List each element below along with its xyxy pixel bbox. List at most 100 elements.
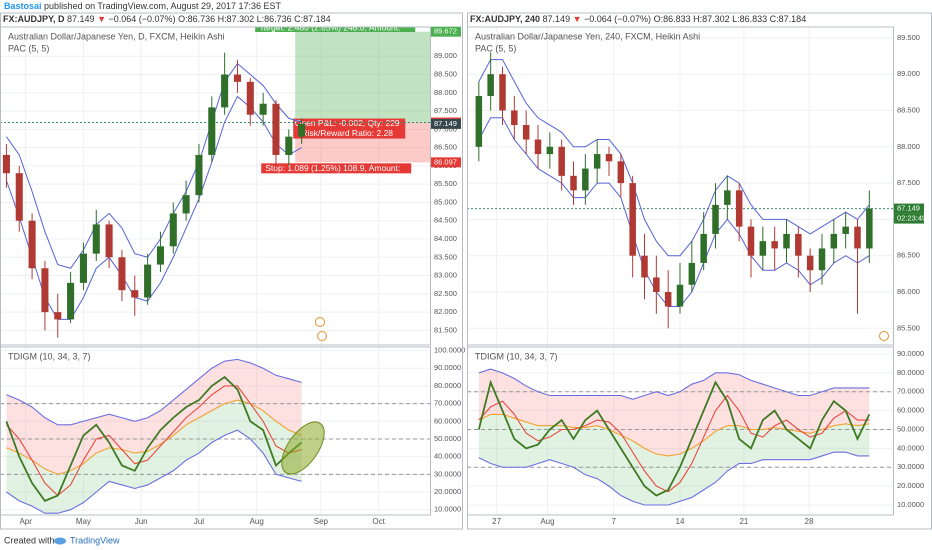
y-tick-label: 88.000 — [897, 142, 920, 151]
y-tick-label: 88.000 — [434, 88, 457, 97]
y-tick-label: 10.0000 — [897, 500, 924, 509]
author[interactable]: Bastosai — [4, 1, 42, 11]
ohlc: O:86.833 H:87.302 L:86.833 C:87.184 — [654, 14, 807, 24]
indicator-line — [6, 399, 302, 475]
pac-label: PAC (5, 5) — [475, 43, 516, 53]
last-value: 87.149 — [543, 14, 571, 24]
candle-body — [700, 233, 707, 263]
symbol-line: FX:AUDJPY, D 87.149 ▼ −0.064 (−0.07%) O:… — [3, 14, 331, 24]
header: Bastosai published on TradingView.com, A… — [4, 1, 282, 11]
pac-line — [478, 59, 870, 257]
candle-body — [259, 103, 267, 115]
y-tick-label: 90.0000 — [897, 349, 924, 358]
ohlc: O:86.736 H:87.302 L:86.736 C:87.184 — [178, 14, 331, 24]
logo — [54, 537, 66, 545]
y-tick-label: 81.500 — [434, 325, 457, 334]
y-tick-label: 84.500 — [434, 216, 457, 225]
candle-body — [688, 262, 696, 285]
candle-body — [475, 95, 483, 147]
down-arrow: ▼ — [570, 14, 584, 24]
event-icon — [317, 331, 327, 341]
x-tick-label: 21 — [739, 517, 748, 526]
indicator-line — [6, 429, 302, 514]
candle-body — [735, 190, 743, 227]
lower-fill — [6, 400, 302, 514]
indicator-label: TDIGM (10, 34, 3, 7) — [8, 351, 91, 361]
price-tag-label: 89.672 — [434, 27, 457, 36]
y-tick-label: 82.000 — [434, 307, 457, 316]
indicator-line — [477, 379, 871, 497]
y-tick-label: 10.0000 — [434, 505, 461, 514]
x-tick-label: Aug — [250, 517, 264, 526]
x-tick-label: 7 — [612, 517, 617, 526]
pac-line — [6, 62, 302, 269]
candle-body — [28, 220, 36, 269]
candle-body — [771, 241, 778, 249]
candle-body — [105, 224, 113, 258]
upper-fill — [6, 359, 302, 475]
indicator-line — [478, 413, 870, 457]
candle-body — [676, 284, 684, 307]
candle-body — [641, 255, 648, 278]
change: −0.064 (−0.07%) — [584, 14, 651, 24]
symbol-line: FX:AUDJPY, 240 87.149 ▼ −0.064 (−0.07%) … — [470, 14, 806, 24]
candle-body — [156, 246, 164, 265]
candle-body — [67, 282, 75, 320]
pnl-label: Open P&L: -0.002, Qty: 229 — [295, 118, 400, 128]
chart-frame — [0, 12, 463, 530]
candle-body — [830, 233, 838, 249]
rr-label: Risk/Reward Ratio: 2.28 — [301, 128, 393, 138]
indicator-line — [5, 375, 303, 502]
candle-body — [92, 224, 100, 254]
candle-body — [617, 161, 625, 184]
candle-body — [795, 233, 802, 256]
y-tick-label: 87.500 — [897, 178, 920, 187]
y-tick-label: 87.500 — [434, 106, 457, 115]
y-tick-label: 30.0000 — [897, 462, 924, 471]
target-zone — [295, 31, 430, 123]
target-label-bg — [255, 27, 416, 32]
change: −0.064 (−0.07%) — [108, 14, 175, 24]
x-tick-label: May — [76, 517, 91, 526]
pnl-label-bg — [293, 118, 406, 139]
symbol: FX:AUDJPY, 240 — [470, 14, 540, 24]
event-icon — [315, 317, 325, 327]
x-tick-label: Oct — [372, 517, 385, 526]
candle-body — [783, 233, 790, 249]
price-tag-label: 87.149 — [434, 119, 457, 128]
y-tick-label: 30.0000 — [434, 469, 461, 478]
lower-fill — [478, 414, 870, 505]
candle-body — [818, 248, 826, 271]
x-tick-label: Aug — [540, 517, 554, 526]
candle-body — [558, 146, 565, 176]
price-tag — [431, 157, 461, 168]
y-tick-label: 20.0000 — [897, 481, 924, 490]
footer-brand[interactable]: TradingView — [70, 535, 120, 545]
countdown: 02:23:49 — [897, 214, 926, 223]
candle-body — [54, 312, 62, 320]
candle-body — [15, 173, 23, 221]
indicator-line — [6, 358, 302, 426]
y-tick-label: 86.000 — [897, 287, 920, 296]
y-tick-label: 90.0000 — [434, 363, 461, 372]
indicator-line — [478, 451, 870, 506]
candle-body — [298, 123, 306, 137]
candle-body — [724, 190, 731, 205]
candle-body — [285, 136, 293, 155]
footer-bar — [0, 530, 932, 550]
x-tick-label: 27 — [492, 517, 501, 526]
stop-label: Stop: 1.089 (1.25%) 108.9, Amount: — [265, 163, 400, 173]
candle-body — [866, 208, 873, 249]
y-tick-label: 50.0000 — [897, 424, 924, 433]
candle-body — [605, 154, 613, 162]
header-text: published on TradingView.com, August 29,… — [44, 1, 281, 11]
symbol: FX:AUDJPY, D — [3, 14, 65, 24]
y-tick-label: 40.0000 — [897, 443, 924, 452]
last-value: 87.149 — [67, 14, 95, 24]
candle-body — [534, 139, 542, 155]
y-tick-label: 88.500 — [897, 105, 920, 114]
candle-body — [144, 264, 152, 298]
candle-body — [2, 154, 10, 174]
price-tag-label: 87.149 — [897, 204, 920, 213]
x-tick-label: 28 — [805, 517, 814, 526]
